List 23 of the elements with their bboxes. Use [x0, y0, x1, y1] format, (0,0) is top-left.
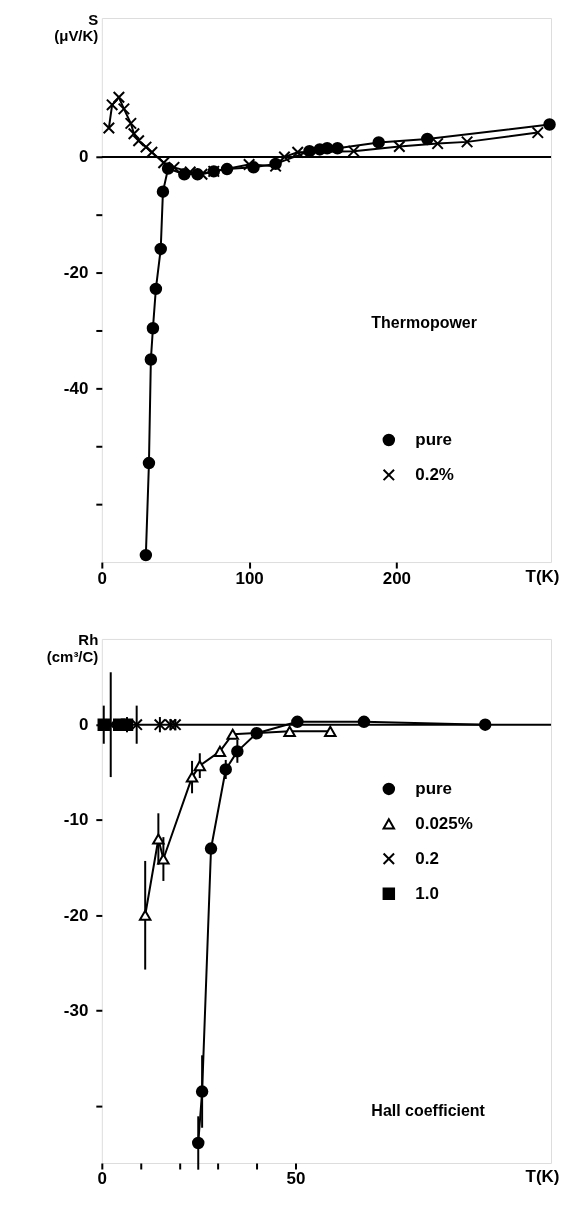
annotation: Thermopower — [371, 313, 477, 331]
legend-label: pure — [415, 429, 453, 449]
y-tick-label: -10 — [63, 810, 89, 830]
legend-label: 0.2% — [415, 464, 454, 484]
y-axis-title: Rh (cm³/C) — [46, 631, 99, 666]
legend-label: 0.025% — [415, 813, 473, 833]
x-axis-title: T(K) — [525, 1167, 560, 1187]
annotation: Hall coefficient — [371, 1101, 486, 1119]
x-tick-label: 50 — [286, 1169, 306, 1189]
y-axis-title: S (μV/K) — [54, 10, 99, 45]
legend-label: 1.0 — [415, 883, 439, 903]
x-tick-label: 200 — [382, 568, 412, 588]
y-tick-label: 0 — [78, 715, 89, 735]
x-tick-label: 100 — [235, 568, 264, 588]
y-tick-label: -30 — [63, 1001, 89, 1021]
y-tick-label: -20 — [63, 905, 89, 925]
legend-label: 0.2 — [415, 848, 439, 868]
y-tick-label: 0 — [78, 147, 89, 167]
x-axis-title: T(K) — [525, 566, 560, 586]
legend-label: pure — [415, 778, 453, 798]
x-tick-label: 0 — [97, 568, 108, 588]
y-tick-label: -20 — [63, 263, 89, 283]
y-tick-label: -40 — [63, 378, 89, 398]
